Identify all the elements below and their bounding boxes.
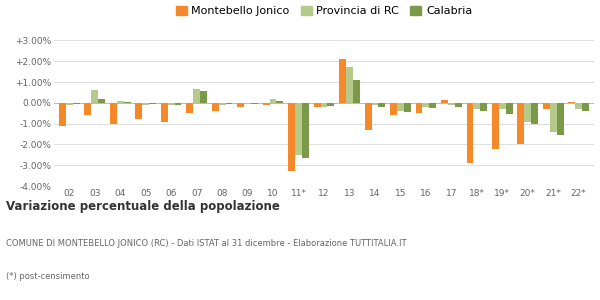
Bar [473,103,480,109]
Bar [98,99,105,103]
Bar [277,101,283,103]
Bar [237,103,244,107]
Bar [161,103,168,122]
Bar [168,103,175,105]
Bar [480,103,487,111]
Bar [110,103,117,124]
Bar [492,103,499,148]
Bar [390,103,397,115]
Bar [353,80,360,103]
Bar [328,103,334,106]
Bar [422,103,430,107]
Text: COMUNE DI MONTEBELLO JONICO (RC) - Dati ISTAT al 31 dicembre - Elaborazione TUTT: COMUNE DI MONTEBELLO JONICO (RC) - Dati … [6,239,407,248]
Bar [136,103,142,119]
Bar [124,102,131,103]
Bar [575,103,582,109]
Bar [59,103,66,126]
Bar [531,103,538,124]
Bar [85,103,91,115]
Bar [263,103,269,105]
Bar [441,100,448,103]
Bar [193,89,200,103]
Bar [218,103,226,105]
Bar [149,103,156,104]
Bar [582,103,589,111]
Bar [430,103,436,108]
Bar [506,103,512,114]
Bar [320,103,328,107]
Bar [550,103,557,132]
Bar [288,103,295,171]
Bar [73,103,80,104]
Bar [416,103,422,113]
Bar [467,103,473,163]
Bar [339,59,346,103]
Bar [397,103,404,111]
Bar [295,103,302,155]
Bar [404,103,411,112]
Bar [175,103,181,105]
Bar [543,103,550,109]
Bar [568,102,575,103]
Text: (*) post-censimento: (*) post-censimento [6,272,89,281]
Bar [557,103,563,135]
Bar [66,103,73,105]
Bar [269,99,277,103]
Bar [517,103,524,144]
Bar [524,103,531,122]
Bar [314,103,320,107]
Bar [346,68,353,103]
Bar [91,90,98,103]
Bar [142,103,149,105]
Bar [455,103,461,107]
Bar [226,103,232,104]
Bar [200,92,207,103]
Bar [365,103,371,130]
Bar [117,101,124,103]
Bar [379,103,385,107]
Legend: Montebello Jonico, Provincia di RC, Calabria: Montebello Jonico, Provincia di RC, Cala… [172,1,476,21]
Bar [499,103,506,109]
Bar [251,103,258,104]
Bar [187,103,193,113]
Bar [371,103,379,105]
Bar [212,103,218,111]
Bar [448,103,455,105]
Text: Variazione percentuale della popolazione: Variazione percentuale della popolazione [6,200,280,213]
Bar [302,103,309,158]
